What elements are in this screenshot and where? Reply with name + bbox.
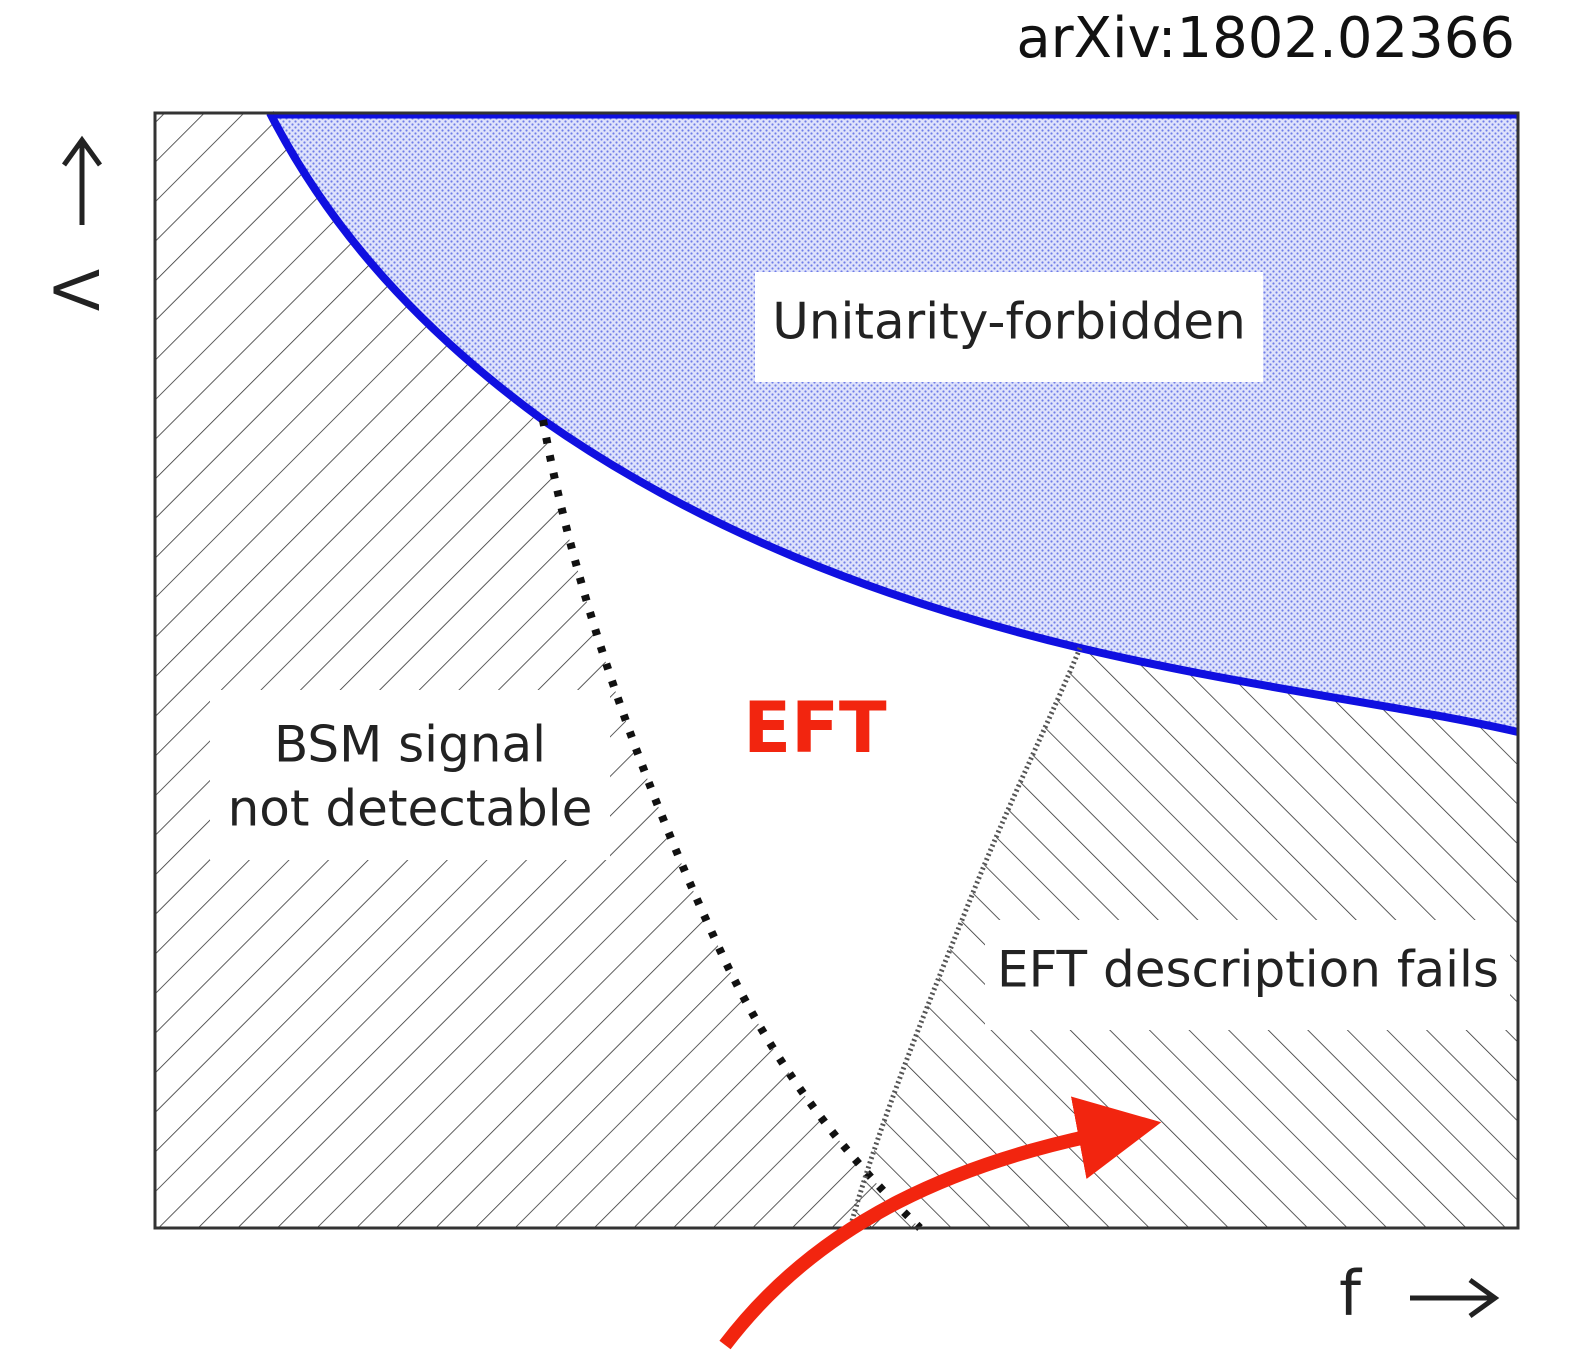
region-label: EFT description fails xyxy=(997,941,1499,999)
bsm-region xyxy=(155,113,920,1228)
label-box xyxy=(755,272,1263,382)
label-box xyxy=(210,690,610,860)
region-label: BSM signal xyxy=(274,716,546,774)
y-axis-arrow xyxy=(61,135,103,225)
pointer-arrow xyxy=(719,1096,1162,1350)
eft-validity-bound xyxy=(847,647,1083,1229)
x-axis-arrow xyxy=(1410,1277,1500,1319)
eft-label: EFT xyxy=(743,687,887,769)
label-box xyxy=(985,920,1510,1030)
unitarity-region xyxy=(270,113,1518,732)
unitarity-bound xyxy=(266,111,1519,736)
x-axis-label: f xyxy=(1339,1257,1363,1330)
plot-frame xyxy=(153,111,1520,1230)
region-label: Unitarity-forbidden xyxy=(772,293,1246,351)
y-axis-label: Λ xyxy=(41,269,114,311)
reference: arXiv:1802.02366 xyxy=(1016,6,1515,71)
region-label: not detectable xyxy=(228,780,593,838)
